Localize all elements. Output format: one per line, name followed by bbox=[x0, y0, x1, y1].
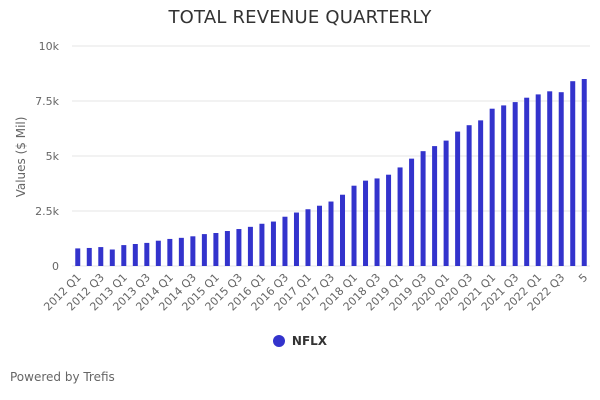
bar[interactable] bbox=[374, 178, 380, 266]
bar[interactable] bbox=[489, 108, 495, 266]
bar[interactable] bbox=[259, 223, 265, 266]
bar[interactable] bbox=[132, 244, 138, 266]
bar[interactable] bbox=[75, 248, 81, 266]
bar[interactable] bbox=[247, 226, 253, 266]
bar[interactable] bbox=[478, 120, 484, 266]
bar[interactable] bbox=[581, 79, 587, 266]
bar[interactable] bbox=[363, 180, 369, 266]
bar[interactable] bbox=[351, 185, 357, 266]
bar[interactable] bbox=[201, 234, 207, 266]
bar[interactable] bbox=[386, 174, 392, 266]
bar[interactable] bbox=[455, 131, 461, 266]
bar[interactable] bbox=[420, 151, 426, 266]
bar[interactable] bbox=[466, 125, 472, 266]
bar[interactable] bbox=[155, 240, 161, 266]
bar[interactable] bbox=[409, 158, 415, 266]
bar[interactable] bbox=[293, 212, 299, 266]
y-axis-label: Values ($ Mil) bbox=[14, 117, 28, 198]
legend-marker-nflx bbox=[272, 335, 285, 347]
legend[interactable]: NFLX bbox=[0, 334, 600, 348]
bar[interactable] bbox=[397, 167, 403, 266]
bar[interactable] bbox=[270, 221, 276, 266]
bar[interactable] bbox=[86, 247, 92, 266]
y-tick-label: 0 bbox=[52, 260, 59, 273]
x-tick-label: 5 bbox=[576, 271, 590, 285]
bar[interactable] bbox=[144, 242, 150, 266]
y-axis-tick-labels: 0 2.5k 5k 7.5k 10k bbox=[35, 40, 59, 273]
legend-label-nflx: NFLX bbox=[291, 334, 328, 348]
y-tick-label: 5k bbox=[46, 150, 60, 163]
bar[interactable] bbox=[328, 201, 334, 266]
bar[interactable] bbox=[224, 231, 230, 266]
bar[interactable] bbox=[213, 233, 219, 266]
bar[interactable] bbox=[443, 140, 449, 266]
bar[interactable] bbox=[316, 205, 322, 266]
credits[interactable]: Powered by Trefis bbox=[10, 370, 115, 384]
bar[interactable] bbox=[524, 97, 530, 266]
chart-title: TOTAL REVENUE QUARTERLY bbox=[168, 7, 432, 28]
bar[interactable] bbox=[547, 91, 553, 266]
bar[interactable] bbox=[167, 238, 173, 266]
bar[interactable] bbox=[340, 194, 346, 266]
bar[interactable] bbox=[282, 216, 288, 266]
bar[interactable] bbox=[190, 236, 196, 266]
bar-series-nflx bbox=[75, 79, 587, 267]
bar[interactable] bbox=[501, 105, 507, 267]
bar[interactable] bbox=[512, 102, 518, 266]
y-tick-label: 7.5k bbox=[35, 95, 59, 108]
bar[interactable] bbox=[432, 146, 438, 266]
bar[interactable] bbox=[558, 92, 564, 266]
y-tick-label: 10k bbox=[39, 40, 60, 53]
bar[interactable] bbox=[121, 245, 127, 266]
bar[interactable] bbox=[305, 209, 311, 266]
bar[interactable] bbox=[535, 94, 541, 267]
bar[interactable] bbox=[570, 81, 576, 266]
bar[interactable] bbox=[109, 249, 115, 267]
bar[interactable] bbox=[98, 247, 104, 266]
bar[interactable] bbox=[236, 229, 242, 266]
y-tick-label: 2.5k bbox=[35, 205, 59, 218]
bar[interactable] bbox=[178, 237, 184, 266]
